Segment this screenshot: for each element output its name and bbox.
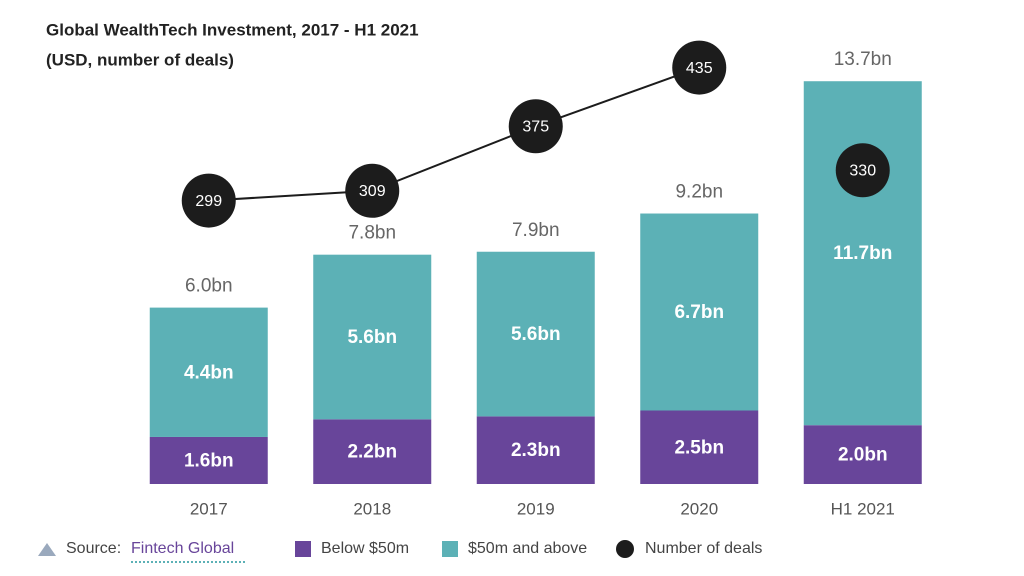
bar-segment <box>313 254 432 420</box>
total-label: 7.9bn <box>512 220 560 241</box>
bar-label: 1.6bn <box>184 450 234 471</box>
bar-segment <box>476 416 595 484</box>
bar-label: 6.7bn <box>674 302 724 323</box>
bar-label: 2.2bn <box>347 442 397 463</box>
bar-segment <box>313 419 432 484</box>
bar-label: 2.3bn <box>511 440 561 461</box>
total-label: 6.0bn <box>185 276 233 297</box>
bar-segment <box>803 81 922 426</box>
deals-label: 375 <box>522 118 549 135</box>
bar-label: 2.0bn <box>838 445 888 466</box>
bar-label: 5.6bn <box>511 324 561 345</box>
chart-title: Global WealthTech Investment, 2017 - H1 … <box>46 20 419 39</box>
total-label: 9.2bn <box>675 182 723 203</box>
legend-swatch <box>616 540 634 558</box>
bar-segment <box>803 425 922 484</box>
deals-label: 309 <box>359 183 386 200</box>
total-label: 13.7bn <box>834 49 892 70</box>
bar-label: 11.7bn <box>833 243 892 264</box>
x-tick-label: H1 2021 <box>831 499 895 518</box>
deals-marker <box>181 173 236 228</box>
x-tick-label: 2020 <box>680 499 718 518</box>
bar-label: 2.5bn <box>674 437 724 458</box>
deals-marker <box>835 143 890 198</box>
legend-swatch <box>295 541 311 557</box>
legend-swatch <box>442 541 458 557</box>
bar-label: 5.6bn <box>347 327 397 348</box>
total-label: 7.8bn <box>348 223 396 244</box>
chart-subtitle: (USD, number of deals) <box>46 50 234 69</box>
bar-segment <box>640 410 759 484</box>
bar-segment <box>476 251 595 417</box>
legend-label: Below $50m <box>321 540 409 557</box>
x-tick-label: 2018 <box>353 499 391 518</box>
source-label: Source: <box>66 540 121 557</box>
x-tick-label: 2019 <box>517 499 555 518</box>
deals-label: 330 <box>849 162 876 179</box>
deals-marker <box>345 163 400 218</box>
deals-line <box>208 66 700 202</box>
deals-label: 299 <box>195 193 222 210</box>
source-link[interactable]: Fintech Global <box>131 540 234 557</box>
source-icon <box>38 543 56 556</box>
deals-marker <box>508 99 563 154</box>
bar-segment <box>149 436 268 484</box>
x-tick-label: 2017 <box>190 499 228 518</box>
bar-label: 4.4bn <box>184 362 234 383</box>
deals-marker <box>672 40 727 95</box>
bar-segment <box>149 307 268 437</box>
deals-label: 435 <box>686 60 713 77</box>
legend-label: $50m and above <box>468 540 587 557</box>
bar-segment <box>640 213 759 411</box>
legend-label: Number of deals <box>645 540 762 557</box>
